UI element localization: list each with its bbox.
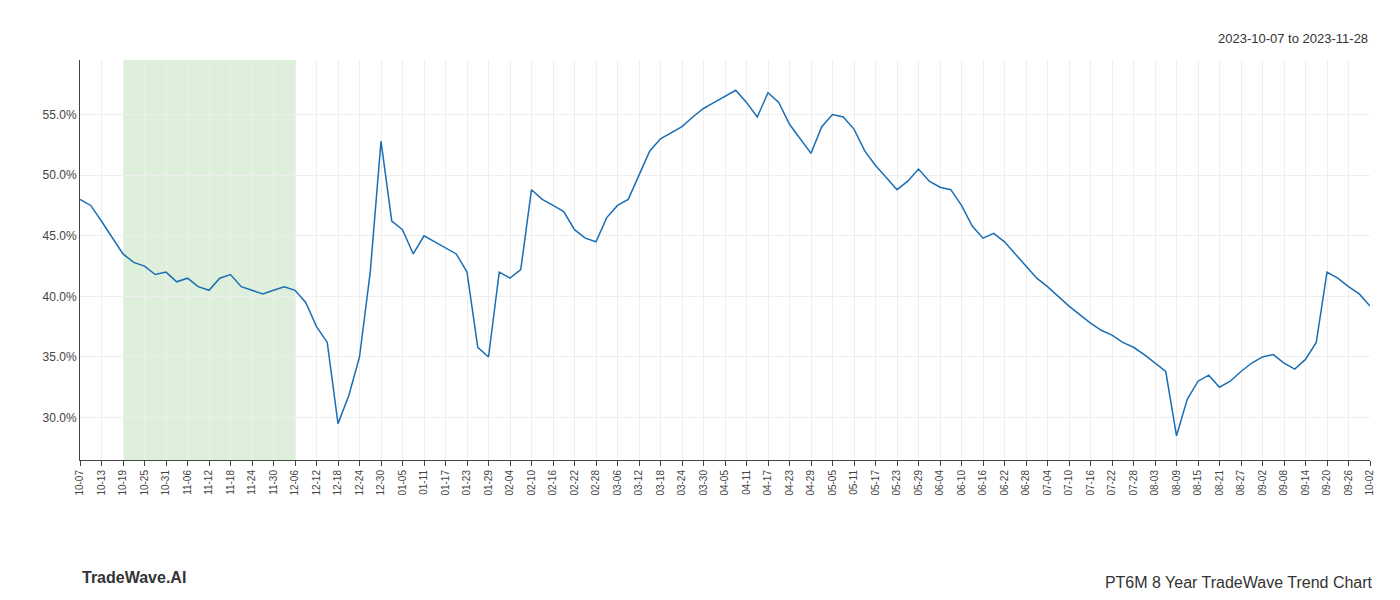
svg-text:07-22: 07-22 [1106,470,1117,496]
svg-text:01-17: 01-17 [440,470,451,496]
svg-text:03-06: 03-06 [612,470,623,496]
svg-text:07-16: 07-16 [1085,470,1096,496]
svg-text:06-28: 06-28 [1020,470,1031,496]
svg-text:07-04: 07-04 [1042,470,1053,496]
svg-text:04-11: 04-11 [741,470,752,495]
svg-text:06-16: 06-16 [977,470,988,496]
svg-text:11-24: 11-24 [246,470,257,495]
svg-text:02-04: 02-04 [504,470,515,496]
svg-text:06-22: 06-22 [999,470,1010,496]
svg-text:09-08: 09-08 [1278,470,1289,496]
svg-text:12-18: 12-18 [332,470,343,496]
svg-text:10-31: 10-31 [160,470,171,496]
svg-text:12-06: 12-06 [289,470,300,496]
svg-text:09-14: 09-14 [1300,470,1311,496]
svg-text:PT6M 8 Year TradeWave Trend Ch: PT6M 8 Year TradeWave Trend Chart [1105,574,1373,591]
svg-text:05-05: 05-05 [827,470,838,496]
svg-text:01-05: 01-05 [397,470,408,496]
svg-text:04-17: 04-17 [762,470,773,496]
svg-text:02-10: 02-10 [526,470,537,496]
svg-text:11-30: 11-30 [268,470,279,495]
svg-text:08-03: 08-03 [1149,470,1160,496]
svg-text:06-04: 06-04 [934,470,945,496]
svg-text:10-13: 10-13 [96,470,107,496]
svg-text:12-30: 12-30 [375,470,386,496]
svg-text:02-22: 02-22 [569,470,580,496]
svg-text:08-21: 08-21 [1214,470,1225,496]
svg-text:05-11: 05-11 [848,470,859,495]
svg-text:02-28: 02-28 [590,470,601,496]
svg-text:09-02: 09-02 [1257,470,1268,496]
svg-text:10-25: 10-25 [139,470,150,496]
svg-text:2023-10-07 to 2023-11-28: 2023-10-07 to 2023-11-28 [1218,31,1368,46]
svg-text:07-28: 07-28 [1128,470,1139,496]
svg-text:10-02: 10-02 [1364,470,1375,496]
svg-text:10-19: 10-19 [117,470,128,496]
svg-text:07-10: 07-10 [1063,470,1074,496]
svg-text:12-24: 12-24 [354,470,365,496]
svg-text:03-12: 03-12 [633,470,644,496]
svg-text:03-30: 03-30 [698,470,709,496]
svg-text:09-26: 09-26 [1343,470,1354,496]
svg-text:09-20: 09-20 [1321,470,1332,496]
svg-text:08-15: 08-15 [1192,470,1203,496]
svg-text:04-05: 04-05 [719,470,730,496]
svg-text:03-24: 03-24 [676,470,687,496]
svg-text:05-17: 05-17 [870,470,881,496]
svg-text:55.0%: 55.0% [43,108,77,122]
svg-text:35.0%: 35.0% [43,350,77,364]
svg-text:08-09: 08-09 [1171,470,1182,496]
svg-text:08-27: 08-27 [1235,470,1246,496]
svg-text:04-23: 04-23 [784,470,795,496]
svg-text:40.0%: 40.0% [43,290,77,304]
svg-text:10-07: 10-07 [74,470,85,496]
svg-text:45.0%: 45.0% [43,229,77,243]
svg-text:11-18: 11-18 [225,470,236,495]
svg-text:11-12: 11-12 [203,470,214,495]
svg-text:30.0%: 30.0% [43,411,77,425]
svg-text:01-23: 01-23 [461,470,472,496]
svg-text:01-11: 01-11 [418,470,429,495]
svg-text:01-29: 01-29 [483,470,494,496]
svg-text:TradeWave.AI: TradeWave.AI [82,569,186,586]
svg-text:50.0%: 50.0% [43,168,77,182]
svg-text:12-12: 12-12 [311,470,322,496]
svg-text:05-29: 05-29 [913,470,924,496]
svg-text:05-23: 05-23 [891,470,902,496]
svg-text:11-06: 11-06 [182,470,193,495]
svg-text:03-18: 03-18 [655,470,666,496]
svg-text:02-16: 02-16 [547,470,558,496]
svg-text:06-10: 06-10 [956,470,967,496]
svg-text:04-29: 04-29 [805,470,816,496]
